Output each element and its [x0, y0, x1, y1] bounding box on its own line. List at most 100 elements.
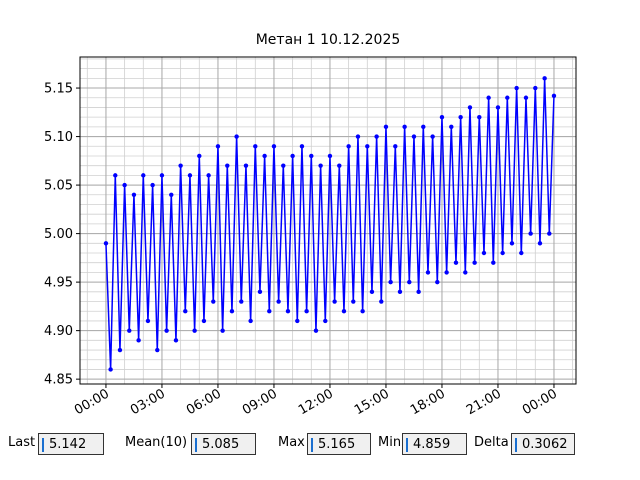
data-point [346, 144, 351, 149]
data-point [164, 328, 169, 333]
data-point [449, 124, 454, 130]
data-point [234, 134, 239, 139]
data-point [472, 260, 477, 265]
data-point [169, 192, 174, 197]
data-point [523, 95, 529, 100]
data-point [327, 153, 333, 159]
data-point [477, 114, 482, 120]
data-point [295, 318, 300, 324]
data-point [239, 299, 244, 304]
data-point [108, 367, 113, 372]
data-point [220, 328, 225, 333]
data-point [211, 299, 216, 304]
data-point [103, 241, 109, 246]
data-point [281, 163, 286, 168]
data-point [365, 144, 370, 149]
y-tick-label: 4.90 [44, 324, 73, 339]
data-point [290, 153, 295, 159]
data-point [206, 173, 211, 178]
data-point [495, 105, 501, 110]
data-point [486, 95, 491, 100]
data-point [463, 270, 468, 275]
x-tick-label: 18:00 [408, 386, 448, 418]
data-point [407, 279, 412, 285]
data-point [397, 289, 403, 295]
stat-value: 5.142 [38, 433, 104, 455]
stat-value: 4.859 [402, 433, 467, 455]
data-point [271, 144, 277, 149]
stat-label: Min [378, 435, 402, 450]
data-point [155, 347, 160, 353]
data-point [183, 309, 188, 314]
x-tick-label: 15:00 [352, 386, 392, 418]
data-point [481, 250, 487, 256]
stat-value: 5.165 [307, 433, 371, 455]
data-point [500, 250, 505, 256]
data-point [136, 338, 141, 343]
data-point [528, 231, 533, 236]
data-point [267, 309, 272, 314]
data-point [299, 144, 305, 149]
data-point [439, 114, 445, 120]
data-point [351, 299, 356, 304]
data-point [318, 163, 323, 168]
x-tick-label: 06:00 [184, 386, 224, 418]
data-point [131, 192, 137, 197]
data-point [444, 270, 449, 275]
stat-label: Last [8, 435, 36, 450]
stat-label: Delta [474, 435, 509, 450]
data-point [197, 153, 202, 159]
data-point [411, 134, 417, 139]
x-tick-label: 00:00 [520, 386, 560, 418]
data-point [285, 309, 291, 314]
y-tick-label: 5.15 [44, 82, 73, 97]
data-point [159, 173, 165, 178]
x-tick-label: 12:00 [296, 386, 336, 418]
data-point [323, 318, 328, 324]
x-tick-label: 00:00 [72, 386, 112, 418]
data-point [458, 114, 463, 120]
data-point [117, 347, 123, 353]
data-point [360, 309, 365, 314]
data-point [253, 144, 258, 149]
data-point [276, 299, 281, 304]
data-point [430, 134, 435, 139]
data-point [173, 338, 179, 343]
data-point [421, 124, 426, 130]
y-tick-label: 4.85 [44, 373, 73, 388]
stat-label: Max [278, 435, 305, 450]
data-point [145, 318, 151, 324]
chart-title: Метан 1 10.12.2025 [256, 32, 401, 48]
data-point [192, 328, 197, 333]
plot-frame [79, 56, 577, 385]
data-point [215, 144, 221, 149]
data-point [229, 309, 235, 314]
data-point [369, 289, 375, 295]
x-tick-label: 09:00 [240, 386, 280, 418]
data-point [257, 289, 263, 295]
data-point [551, 93, 557, 99]
data-point [150, 182, 155, 188]
data-point [542, 76, 547, 81]
data-point [393, 144, 398, 149]
data-point [355, 134, 361, 139]
data-point [243, 163, 249, 168]
data-point [201, 318, 207, 324]
data-point [435, 279, 440, 285]
data-point [383, 124, 389, 130]
data-point [141, 173, 146, 178]
data-point [178, 163, 183, 168]
data-point [467, 105, 473, 110]
data-point [374, 134, 379, 139]
stat-value: 0.3062 [511, 433, 575, 455]
data-point [533, 85, 538, 91]
data-point [453, 260, 459, 265]
data-point [262, 153, 267, 159]
data-point [505, 95, 510, 100]
stat-label: Mean(10) [125, 435, 188, 450]
data-point [509, 241, 515, 246]
data-point [491, 260, 496, 265]
y-tick-label: 5.10 [44, 130, 73, 145]
data-point [519, 250, 524, 256]
